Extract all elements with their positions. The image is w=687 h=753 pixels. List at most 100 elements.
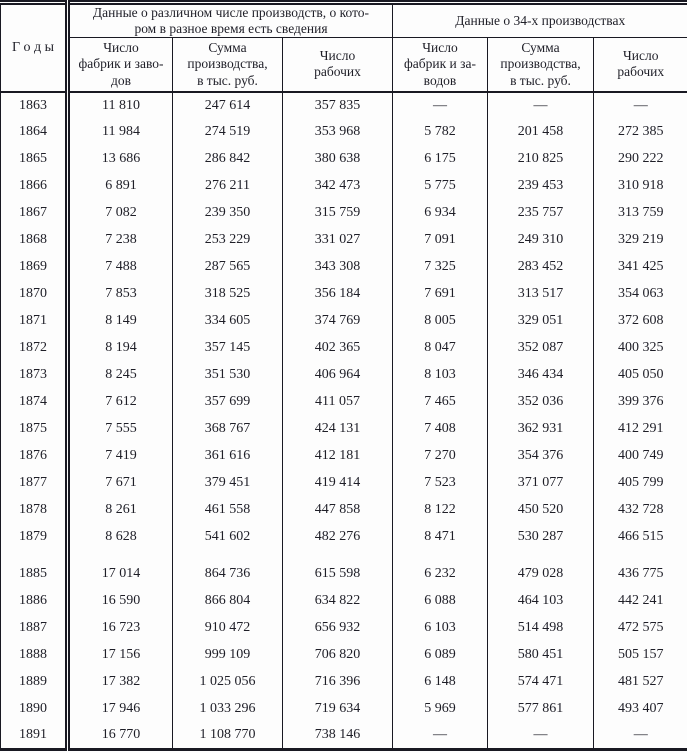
data-cell: 362 931 — [487, 415, 594, 443]
year-cell: 1888 — [0, 641, 70, 669]
table-row: 1890 17 946 1 033 296 719 634 5 969 577 861 49… — [0, 695, 687, 723]
data-cell: 1 033 296 — [172, 695, 283, 723]
data-cell: 253 229 — [172, 226, 283, 254]
year-cell: 1864 — [0, 118, 70, 146]
data-cell: — — [592, 91, 687, 119]
data-cell: 7 419 — [67, 442, 173, 470]
table-row: 1874 7 612 357 699 411 057 7 465 352 036 399 3… — [0, 388, 687, 416]
data-cell: 357 699 — [172, 388, 283, 416]
data-cell: 6 175 — [392, 145, 488, 173]
data-cell: 331 027 — [282, 226, 393, 254]
data-cell: 424 131 — [282, 415, 393, 443]
data-cell: — — [592, 722, 687, 750]
data-cell — [172, 550, 283, 561]
group-header-row: Г о д ы Данные о различном числе произво… — [0, 2, 687, 93]
data-cell: 353 968 — [282, 118, 393, 146]
data-cell: 1 108 770 — [172, 722, 283, 750]
data-cell: 461 558 — [172, 496, 283, 524]
data-cell: 412 181 — [282, 442, 393, 470]
data-cell: 374 769 — [282, 307, 393, 335]
year-cell: 1889 — [0, 668, 70, 696]
data-cell: 472 575 — [592, 614, 687, 642]
year-cell: 1891 — [0, 722, 70, 750]
data-cell: 419 414 — [282, 469, 393, 497]
data-cell: 505 157 — [592, 641, 687, 669]
data-cell: 411 057 — [282, 388, 393, 416]
data-cell: 357 145 — [172, 334, 283, 362]
data-cell: 354 376 — [487, 442, 594, 470]
data-cell: 1 025 056 — [172, 668, 283, 696]
table-row: 1869 7 488 287 565 343 308 7 325 283 452 341 4… — [0, 253, 687, 281]
data-cell: 290 222 — [592, 145, 687, 173]
data-cell: 8 005 — [392, 307, 488, 335]
data-cell: 656 932 — [282, 614, 393, 642]
data-cell: 8 194 — [67, 334, 173, 362]
table-row: 1863 11 810 247 614 357 835— — — — [0, 91, 687, 119]
data-cell — [487, 550, 594, 561]
data-cell: 6 148 — [392, 668, 488, 696]
data-cell: 8 245 — [67, 361, 173, 389]
data-cell: 372 608 — [592, 307, 687, 335]
data-cell: 249 310 — [487, 226, 594, 254]
column-header-6: Число рабочих — [592, 37, 687, 93]
data-cell: 313 517 — [487, 280, 594, 308]
data-cell: 450 520 — [487, 496, 594, 524]
data-cell: 7 325 — [392, 253, 488, 281]
data-cell: 514 498 — [487, 614, 594, 642]
data-cell: 329 051 — [487, 307, 594, 335]
table-row: 1888 17 156 999 109 706 820 6 089 580 451 505 … — [0, 641, 687, 669]
data-cell: 7 238 — [67, 226, 173, 254]
data-cell: 7 671 — [67, 469, 173, 497]
data-cell: 334 605 — [172, 307, 283, 335]
table-row: 1872 8 194 357 145 402 365 8 047 352 087 400 3… — [0, 334, 687, 362]
data-cell: 361 616 — [172, 442, 283, 470]
data-cell: 464 103 — [487, 587, 594, 615]
year-column-header: Г о д ы — [0, 2, 70, 93]
data-cell: 7 408 — [392, 415, 488, 443]
year-cell: 1878 — [0, 496, 70, 524]
data-cell: 5 775 — [392, 172, 488, 200]
table-row: 1867 7 082 239 350 315 759 6 934 235 757 313 7… — [0, 199, 687, 227]
spacer-row — [0, 550, 687, 561]
table-row: 1871 8 149 334 605 374 769 8 005 329 051 372 6… — [0, 307, 687, 335]
data-cell: 6 088 — [392, 587, 488, 615]
data-cell: 405 050 — [592, 361, 687, 389]
data-cell: 466 515 — [592, 523, 687, 551]
data-cell: 482 276 — [282, 523, 393, 551]
data-cell: 6 089 — [392, 641, 488, 669]
data-cell: 910 472 — [172, 614, 283, 642]
data-cell: 356 184 — [282, 280, 393, 308]
data-cell: 493 407 — [592, 695, 687, 723]
data-cell: 7 612 — [67, 388, 173, 416]
data-cell: 235 757 — [487, 199, 594, 227]
data-cell — [67, 550, 173, 561]
year-cell: 1863 — [0, 91, 70, 119]
data-cell — [282, 550, 393, 561]
data-cell: 346 434 — [487, 361, 594, 389]
data-cell: 210 825 — [487, 145, 594, 173]
data-cell: 719 634 — [282, 695, 393, 723]
data-cell: 315 759 — [282, 199, 393, 227]
year-cell: 1866 — [0, 172, 70, 200]
year-cell: 1872 — [0, 334, 70, 362]
year-cell: 1886 — [0, 587, 70, 615]
data-cell: 329 219 — [592, 226, 687, 254]
data-cell: 400 749 — [592, 442, 687, 470]
data-cell: 16 723 — [67, 614, 173, 642]
data-cell: — — [392, 91, 488, 119]
data-cell: 7 465 — [392, 388, 488, 416]
year-cell: 1865 — [0, 145, 70, 173]
data-cell: 13 686 — [67, 145, 173, 173]
data-cell: 16 590 — [67, 587, 173, 615]
table-row: 1885 17 014 864 736 615 598 6 232 479 028 436 … — [0, 560, 687, 588]
data-cell: 7 691 — [392, 280, 488, 308]
table-row: 1870 7 853 318 525 356 184 7 691 313 517 354 0… — [0, 280, 687, 308]
table-row: 1891 16 770 1 108 770 738 146— — — — [0, 722, 687, 750]
year-cell: 1879 — [0, 523, 70, 551]
data-cell: 406 964 — [282, 361, 393, 389]
data-cell: 272 385 — [592, 118, 687, 146]
data-cell: 8 103 — [392, 361, 488, 389]
data-cell: 357 835 — [282, 91, 393, 119]
